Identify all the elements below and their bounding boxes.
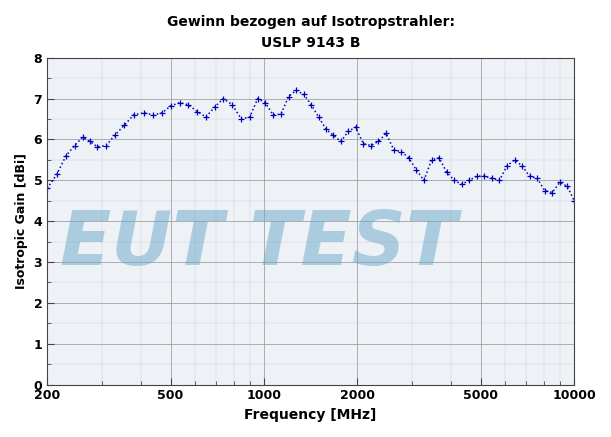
- Y-axis label: Isotropic Gain [dBi]: Isotropic Gain [dBi]: [15, 153, 28, 289]
- X-axis label: Frequency [MHz]: Frequency [MHz]: [244, 408, 377, 422]
- Title: Gewinn bezogen auf Isotropstrahler:
USLP 9143 B: Gewinn bezogen auf Isotropstrahler: USLP…: [167, 15, 455, 50]
- Text: EUT TEST: EUT TEST: [59, 208, 456, 281]
